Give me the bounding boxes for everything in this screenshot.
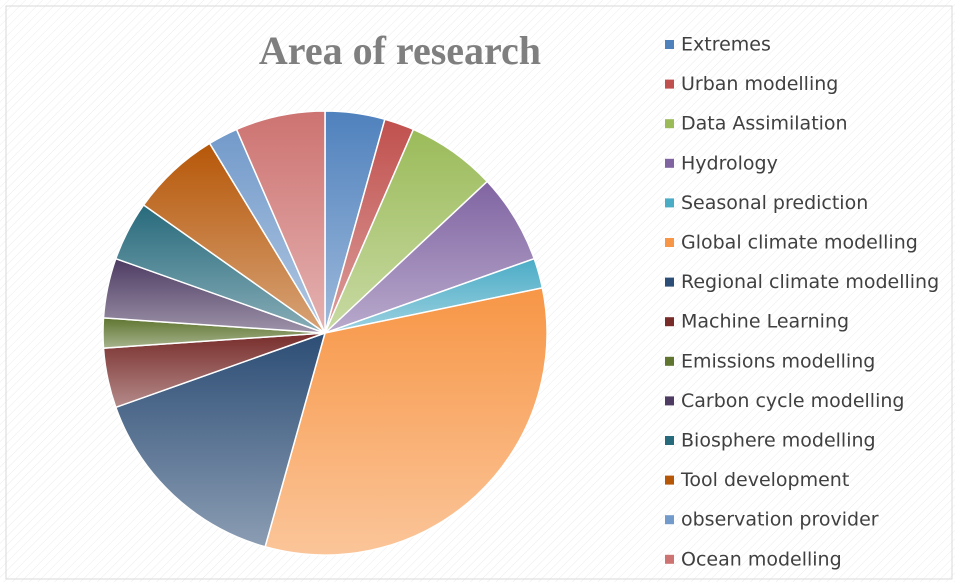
legend-swatch <box>665 40 674 49</box>
legend-label: Tool development <box>680 469 849 491</box>
legend-label: Biosphere modelling <box>681 430 876 452</box>
legend-label: Carbon cycle modelling <box>681 390 904 412</box>
legend-label: Data Assimilation <box>681 113 848 135</box>
legend-label: Ocean modelling <box>681 548 842 570</box>
chart-title: Area of research <box>259 28 541 73</box>
legend-swatch <box>665 436 674 445</box>
legend-label: Emissions modelling <box>681 350 875 372</box>
legend-swatch <box>665 356 674 366</box>
legend-swatch <box>665 277 674 287</box>
legend-swatch <box>665 238 674 247</box>
pie-slice <box>114 331 327 548</box>
legend-label: Regional climate modelling <box>681 271 939 293</box>
legend-label: Global climate modelling <box>681 232 918 254</box>
legend-label: Machine Learning <box>681 311 849 333</box>
legend-label: observation provider <box>681 509 879 531</box>
chart-border <box>5 5 953 580</box>
legend-swatch <box>665 554 674 564</box>
legend-swatch <box>665 515 674 525</box>
legend-label: Seasonal prediction <box>681 192 868 214</box>
legend-swatch <box>665 475 674 485</box>
legend-swatch <box>665 119 674 129</box>
legend-label: Hydrology <box>681 152 778 174</box>
pie-slice <box>264 286 548 556</box>
legend-label: Extremes <box>681 34 771 56</box>
legend-swatch <box>665 158 674 168</box>
legend-swatch <box>665 396 674 406</box>
legend-swatch <box>665 79 674 89</box>
pie-slice <box>235 110 326 334</box>
legend-swatch <box>665 198 674 208</box>
legend-label: Urban modelling <box>681 73 838 95</box>
legend-swatch <box>665 317 674 327</box>
